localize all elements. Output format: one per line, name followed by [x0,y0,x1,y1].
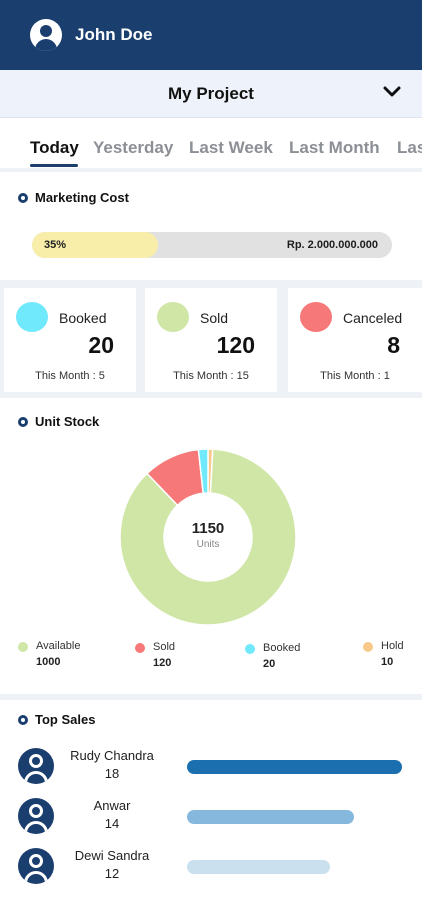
legend-label: Booked [263,642,301,654]
sales-value: 12 [104,866,120,881]
sales-value: 14 [104,816,120,831]
stat-value: 20 [88,332,114,358]
app-header: John Doe [0,0,422,70]
legend-dot-icon [135,643,145,653]
user-avatar-icon [18,848,54,884]
booked-dot-icon [16,302,48,332]
stat-label: Booked [59,310,107,326]
sales-bar [187,810,355,824]
legend-value: 10 [381,656,394,668]
unit-stock-title: Unit Stock [35,414,100,429]
project-selector[interactable]: My Project [0,70,422,118]
date-tabs: Today Yesterday Last Week Last Month Las [0,118,422,168]
progress-percent: 35% [44,239,67,251]
unit-stock-donut [119,448,297,626]
tab-last-week[interactable]: Last Week [189,138,273,157]
marketing-cost-card: Marketing Cost 35% Rp. 2.000.000.000 [0,172,422,280]
legend-value: 1000 [36,656,61,668]
stat-month: This Month : 15 [173,370,249,382]
tab-last-year[interactable]: Las [397,138,422,157]
donut-center: 1150 Units [158,520,258,550]
stat-card-booked[interactable]: Booked 20 This Month : 5 [4,288,136,392]
legend-dot-icon [18,642,28,652]
legend-label: Available [36,640,81,652]
user-avatar-icon [18,748,54,784]
stat-label: Sold [200,310,229,326]
active-tab-indicator [30,164,78,167]
sales-value: 18 [104,766,120,781]
sales-bar [187,760,402,774]
section-title: Marketing Cost [18,190,129,205]
legend-value: 20 [263,658,276,670]
donut-total: 1150 [191,520,225,537]
stat-card-canceled[interactable]: Canceled 8 This Month : 1 [288,288,422,392]
sales-row[interactable]: Rudy Chandra 18 [0,748,422,798]
marketing-cost-title: Marketing Cost [35,190,129,205]
unit-stock-card: Unit Stock [0,398,422,694]
user-circle-icon[interactable] [30,19,62,51]
stat-month: This Month : 1 [320,370,390,382]
tab-last-month[interactable]: Last Month [289,138,380,157]
bullet-icon [18,416,28,427]
bullet-icon [18,192,28,203]
legend-label: Hold [381,640,404,652]
stat-value: 8 [387,332,400,358]
progress-fill [32,232,158,258]
sales-name: Anwar [93,798,131,813]
legend-label: Sold [153,641,176,653]
user-avatar-icon [18,798,54,834]
legend-dot-icon [363,642,373,652]
tab-yesterday[interactable]: Yesterday [93,138,174,157]
user-name: John Doe [75,25,153,44]
sales-row[interactable]: Dewi Sandra 12 [0,848,422,898]
top-sales-title: Top Sales [35,712,96,727]
sales-name: Rudy Chandra [70,748,154,763]
sold-dot-icon [157,302,189,332]
stat-value: 120 [216,332,255,358]
donut-slice-available [119,448,297,626]
tab-today[interactable]: Today [30,138,79,157]
stat-month: This Month : 5 [35,370,105,382]
stat-label: Canceled [343,310,403,326]
legend-dot-icon [245,644,255,654]
bullet-icon [18,714,28,725]
sales-name: Dewi Sandra [74,848,150,863]
chevron-down-icon[interactable] [382,82,402,102]
sales-row[interactable]: Anwar 14 [0,798,422,848]
marketing-cost-progress: 35% Rp. 2.000.000.000 [32,232,392,258]
section-title: Top Sales [18,712,95,727]
section-title: Unit Stock [18,414,99,429]
project-title: My Project [168,83,254,103]
stat-card-sold[interactable]: Sold 120 This Month : 15 [145,288,277,392]
donut-unit: Units [196,539,220,550]
sales-bar [187,860,331,874]
legend-value: 120 [153,657,172,669]
donut-slice-booked [197,448,209,495]
canceled-dot-icon [300,302,332,332]
progress-total: Rp. 2.000.000.000 [286,239,378,251]
